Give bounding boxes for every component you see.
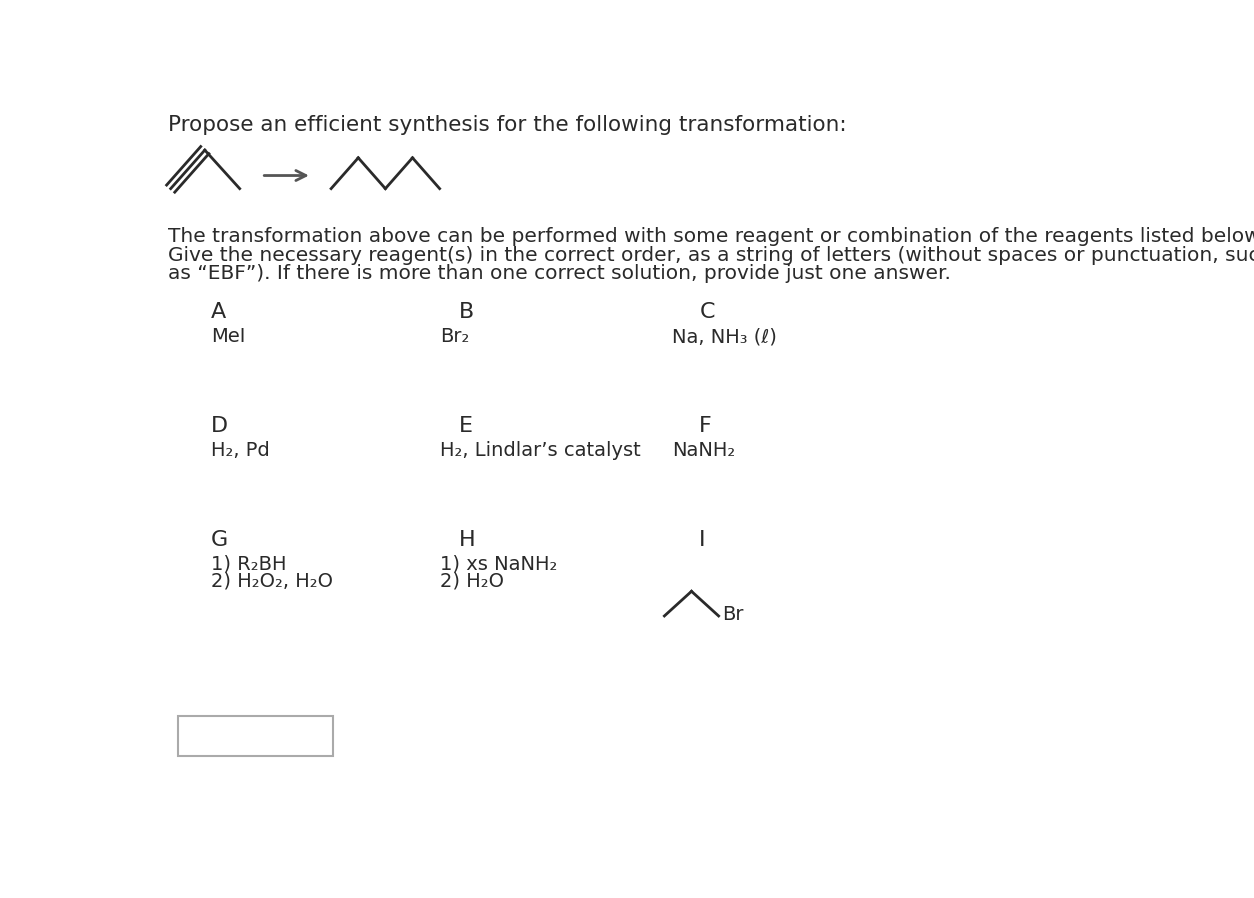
Text: B: B xyxy=(459,302,474,321)
Text: E: E xyxy=(459,416,473,436)
Text: 2) H₂O₂, H₂O: 2) H₂O₂, H₂O xyxy=(211,571,334,590)
Text: 2) H₂O: 2) H₂O xyxy=(440,571,504,590)
Text: MeI: MeI xyxy=(211,327,246,347)
Text: A: A xyxy=(211,302,226,321)
Text: Br₂: Br₂ xyxy=(440,327,469,347)
Text: D: D xyxy=(211,416,228,436)
Text: Propose an efficient synthesis for the following transformation:: Propose an efficient synthesis for the f… xyxy=(168,116,846,136)
Text: G: G xyxy=(211,530,228,550)
Text: I: I xyxy=(700,530,706,550)
Text: as “EBF”). If there is more than one correct solution, provide just one answer.: as “EBF”). If there is more than one cor… xyxy=(168,264,951,283)
Text: 1) R₂BH: 1) R₂BH xyxy=(211,554,286,573)
Bar xyxy=(178,716,334,756)
Text: 1) xs NaNH₂: 1) xs NaNH₂ xyxy=(440,554,557,573)
Text: Br: Br xyxy=(722,605,744,624)
Text: Na, NH₃ (ℓ): Na, NH₃ (ℓ) xyxy=(672,327,777,347)
Text: H₂, Pd: H₂, Pd xyxy=(211,441,270,460)
Text: C: C xyxy=(700,302,715,321)
Text: H: H xyxy=(459,530,475,550)
Text: H₂, Lindlar’s catalyst: H₂, Lindlar’s catalyst xyxy=(440,441,641,460)
Text: F: F xyxy=(700,416,712,436)
Text: NaNH₂: NaNH₂ xyxy=(672,441,735,460)
Text: The transformation above can be performed with some reagent or combination of th: The transformation above can be performe… xyxy=(168,227,1254,246)
Text: Give the necessary reagent(s) in the correct order, as a string of letters (with: Give the necessary reagent(s) in the cor… xyxy=(168,245,1254,265)
